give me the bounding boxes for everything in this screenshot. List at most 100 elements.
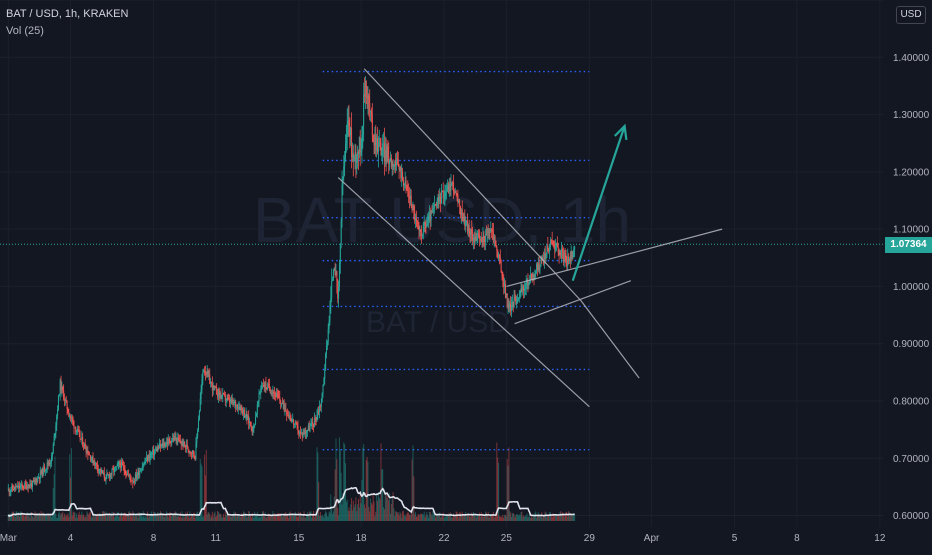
- candle-body: [340, 220, 342, 244]
- candle-body: [124, 470, 126, 474]
- volume-bar: [373, 501, 375, 521]
- candle-body: [345, 134, 347, 144]
- currency-unit-button[interactable]: USD: [896, 6, 926, 24]
- volume-bar: [425, 514, 427, 521]
- candle-body: [189, 451, 191, 453]
- candle-body: [430, 210, 432, 221]
- volume-bar: [67, 513, 69, 521]
- candle-body: [519, 292, 521, 298]
- volume-bar: [562, 512, 564, 521]
- candle-body: [418, 226, 420, 231]
- volume-bar: [313, 511, 315, 521]
- volume-bar: [363, 444, 365, 521]
- volume-bar: [357, 504, 359, 521]
- volume-bar: [427, 515, 429, 521]
- volume-bar: [574, 513, 576, 521]
- volume-bar: [318, 482, 320, 521]
- candle-body: [107, 474, 109, 476]
- candle-body: [304, 430, 306, 435]
- candle-body: [226, 397, 228, 401]
- candle-body: [80, 438, 82, 440]
- candle-body: [407, 189, 409, 192]
- candle-body: [466, 221, 468, 232]
- candle-body: [289, 416, 291, 420]
- volume-bar: [528, 516, 530, 521]
- volume-bar: [569, 515, 571, 521]
- candle-body: [40, 471, 42, 474]
- volume-bar: [395, 511, 397, 521]
- candle-body: [253, 424, 255, 427]
- symbol-title[interactable]: BAT / USD, 1h, KRAKEN: [6, 8, 129, 20]
- candle-body: [374, 136, 376, 145]
- candle-body: [195, 442, 197, 460]
- candle-body: [214, 386, 216, 389]
- volume-bar: [280, 513, 282, 521]
- volume-bar: [364, 508, 366, 521]
- volume-bar: [136, 513, 138, 521]
- volume-bar: [233, 511, 235, 521]
- volume-bar: [553, 515, 555, 521]
- volume-indicator-label[interactable]: Vol (25): [6, 25, 44, 37]
- candle-body: [460, 205, 462, 215]
- volume-bar: [369, 511, 371, 521]
- volume-bar: [477, 514, 479, 521]
- candle-body: [322, 385, 324, 394]
- volume-bar: [311, 517, 313, 521]
- candle-body: [210, 382, 212, 384]
- candle-body: [284, 408, 286, 410]
- candle-body: [555, 242, 557, 247]
- volume-bar: [17, 513, 19, 521]
- volume-bar: [389, 513, 391, 521]
- candle-body: [143, 462, 145, 466]
- candle-body: [206, 371, 208, 376]
- volume-bar: [545, 512, 547, 521]
- volume-bar: [34, 511, 36, 521]
- candle-body: [445, 192, 447, 194]
- candle-body: [216, 387, 218, 395]
- volume-bar: [198, 516, 200, 521]
- candle-body: [372, 135, 374, 143]
- candle-body: [287, 414, 289, 417]
- candle-body: [416, 220, 418, 226]
- volume-bar: [101, 514, 103, 521]
- volume-bar: [252, 514, 254, 521]
- volume-bar: [66, 516, 68, 521]
- candle-body: [411, 204, 413, 211]
- candle-body: [555, 246, 557, 250]
- volume-bar: [33, 516, 35, 521]
- candle-body: [396, 158, 398, 166]
- volume-bar: [14, 517, 16, 521]
- volume-bar: [226, 511, 228, 521]
- volume-bar: [310, 511, 312, 521]
- candle-body: [300, 432, 302, 434]
- current-price-label: 1.07364: [885, 237, 932, 253]
- volume-bar: [116, 512, 118, 521]
- candle-body: [148, 455, 150, 460]
- volume-bar: [110, 514, 112, 521]
- candle-body: [55, 424, 57, 434]
- volume-bar: [237, 513, 239, 521]
- candle-body: [348, 120, 350, 127]
- candle-body: [474, 236, 476, 242]
- volume-bar: [570, 515, 572, 521]
- volume-bar: [259, 517, 261, 521]
- candle-body: [383, 143, 385, 162]
- volume-bar: [51, 517, 53, 521]
- volume-bar: [350, 504, 352, 521]
- candle-body: [147, 456, 149, 461]
- candle-body: [127, 473, 129, 475]
- volume-bar: [541, 512, 543, 521]
- candle-body: [464, 216, 466, 227]
- volume-bar: [304, 517, 306, 521]
- volume-bar: [296, 516, 298, 521]
- volume-bar: [194, 517, 196, 521]
- candle-body: [548, 249, 550, 252]
- volume-bar: [202, 517, 204, 521]
- candle-body: [32, 480, 34, 482]
- volume-bar: [385, 493, 387, 521]
- volume-bar: [224, 511, 226, 521]
- volume-bar: [84, 515, 86, 521]
- volume-bar: [266, 516, 268, 521]
